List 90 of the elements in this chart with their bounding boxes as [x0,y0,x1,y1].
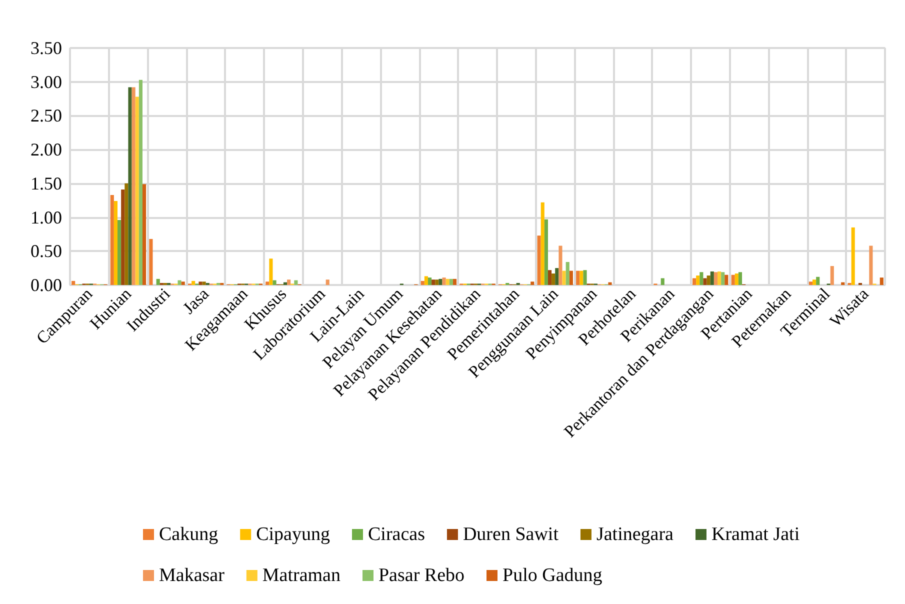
y-tick-label: 2.00 [30,140,62,160]
bar [544,219,548,285]
bar [294,280,298,285]
legend-label: Kramat Jati [711,524,800,545]
y-tick-label: 0.50 [30,241,62,262]
legend-label: Makasar [159,565,226,586]
bar [700,272,704,285]
bar [696,276,700,285]
bar [202,282,206,285]
bar [692,278,696,285]
bar [269,258,273,285]
bar [156,278,160,285]
y-tick-label: 0.00 [30,275,62,295]
bar [580,270,584,285]
bar [428,278,432,285]
bar [583,270,587,285]
bar [435,280,439,285]
bar [548,270,552,285]
bar [816,276,820,285]
bar [124,183,128,285]
bar [869,246,873,285]
legend-label: Jatinegara [596,524,674,545]
bar [283,282,288,285]
bar [121,190,125,285]
bar [721,272,725,285]
bar [114,201,118,285]
bar [724,274,728,285]
legend-label: Ciracas [368,524,425,545]
bar [530,282,534,285]
bar [272,280,276,285]
bar [841,282,845,285]
bar [540,202,544,285]
y-tick-label: 1.00 [30,207,62,228]
legend-label: Pasar Rebo [378,565,465,586]
bar [566,262,570,285]
bar [192,280,196,285]
legend-label: Duren Sawit [462,524,560,545]
bar [135,96,139,285]
bar [181,282,185,285]
bar [198,282,202,285]
bar [812,280,816,285]
bar [731,274,735,285]
bar [110,194,114,285]
y-tick-label: 1.50 [30,173,62,194]
legend-label: Pulo Gadung [502,565,603,586]
bar [449,278,453,285]
y-tick-label: 3.00 [30,72,62,92]
bar [734,273,738,285]
bar [128,87,132,285]
legend-label: Matraman [262,565,341,586]
bar [718,271,722,285]
bar [562,270,566,285]
bar [287,280,291,285]
y-tick-label: 3.50 [30,38,62,58]
bar [132,87,136,285]
bar [576,270,580,285]
bar [432,280,436,285]
bar [558,246,562,285]
bar [660,278,664,285]
legend-label: Cakung [159,524,219,545]
bar [142,184,146,285]
bar [851,227,855,285]
bar [552,273,556,285]
bar [178,280,182,285]
bar [880,278,884,285]
bar [424,276,428,285]
bar [710,271,714,285]
bar [555,268,559,285]
bar [830,266,834,285]
bar [266,282,270,285]
bar [118,220,122,285]
bar [703,278,707,285]
bar [138,80,142,285]
bar [72,280,76,285]
legend-label: Cipayung [256,524,330,545]
y-tick-label: 2.50 [30,106,62,126]
bar [420,280,424,285]
bar [714,272,718,285]
bar [808,282,813,285]
bar [326,280,330,285]
bar [446,278,450,285]
bar [537,236,541,285]
bar [442,278,446,285]
bar [438,278,442,285]
bar [452,278,457,285]
bar [706,276,710,285]
bar [608,282,612,285]
bar [738,272,742,285]
bar [569,270,573,285]
bar [149,238,153,285]
